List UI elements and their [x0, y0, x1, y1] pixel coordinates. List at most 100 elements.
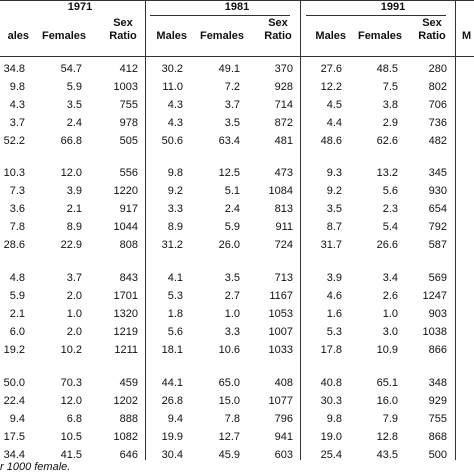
table-cell: 3.5: [66, 99, 82, 111]
table-cell: 459: [119, 377, 138, 389]
table-cell: 941: [274, 431, 293, 443]
table-cell: 1320: [113, 308, 138, 320]
table-cell: 1007: [268, 326, 293, 338]
table-cell: 3.7: [224, 99, 240, 111]
table-cell: 2.4: [66, 117, 82, 129]
table-cell: 917: [119, 203, 138, 215]
table-cell: 3.5: [224, 272, 240, 284]
table-cell: 755: [119, 99, 138, 111]
table-cell: 48.6: [320, 135, 342, 147]
table-cell: 4.6: [326, 290, 342, 302]
table-cell: 713: [274, 272, 293, 284]
table-cell: 843: [119, 272, 138, 284]
table-cell: 10.5: [60, 431, 82, 443]
table-cell: 1220: [113, 185, 138, 197]
table-cell: 888: [119, 413, 138, 425]
table-cell: 813: [274, 203, 293, 215]
table-cell: 15.0: [218, 395, 240, 407]
table-cell: 17.8: [320, 344, 342, 356]
table-cell: 1.8: [167, 308, 183, 320]
column-divider: [300, 0, 301, 460]
table-cell: 3.5: [224, 117, 240, 129]
table-cell: 12.8: [376, 431, 398, 443]
table-cell: 3.6: [9, 203, 25, 215]
table-cell: 6.8: [66, 413, 82, 425]
column-header: Females: [41, 30, 86, 42]
table-cell: 481: [274, 135, 293, 147]
table-cell: 1077: [268, 395, 293, 407]
table-cell: 13.2: [376, 167, 398, 179]
table-cell: 48.5: [376, 63, 398, 75]
table-cell: 44.1: [161, 377, 183, 389]
table-cell: 505: [119, 135, 138, 147]
table-cell: 482: [428, 135, 447, 147]
table-cell: 1082: [113, 431, 138, 443]
table-cell: 12.0: [60, 167, 82, 179]
table-cell: 1044: [113, 221, 138, 233]
table-cell: 5.9: [224, 221, 240, 233]
table-cell: 872: [274, 117, 293, 129]
table-cell: 19.2: [3, 344, 25, 356]
table-cell: 808: [119, 239, 138, 251]
table-cell: 9.8: [9, 81, 25, 93]
table-cell: 714: [274, 99, 293, 111]
table-cell: 1.6: [326, 308, 342, 320]
table-cell: 16.0: [376, 395, 398, 407]
table-cell: 796: [274, 413, 293, 425]
column-header: ales: [7, 30, 29, 42]
table-cell: 3.8: [382, 99, 398, 111]
table-cell: 654: [428, 203, 447, 215]
table-cell: 62.6: [376, 135, 398, 147]
table-cell: 2.0: [66, 290, 82, 302]
table-cell: 2.0: [66, 326, 82, 338]
table-cell: 1084: [268, 185, 293, 197]
table-cell: 2.9: [382, 117, 398, 129]
table-cell: 1.0: [224, 308, 240, 320]
table-cell: 11.0: [162, 81, 183, 93]
table-cell: 25.4: [320, 449, 342, 461]
table-cell: 792: [428, 221, 447, 233]
table-cell: 10.6: [218, 344, 240, 356]
table-cell: 1701: [113, 290, 138, 302]
table-cell: 370: [274, 63, 293, 75]
table-cell: 1167: [269, 290, 293, 302]
table-cell: 587: [428, 239, 447, 251]
table-cell: 7.9: [382, 413, 398, 425]
table-cell: 7.2: [224, 81, 240, 93]
table-cell: 26.6: [376, 239, 398, 251]
table-cell: 929: [428, 395, 447, 407]
table-cell: 1.0: [382, 308, 398, 320]
table-cell: 18.1: [161, 344, 183, 356]
table-cell: 2.6: [382, 290, 398, 302]
column-header: Sex Ratio: [109, 17, 137, 42]
table-cell: 903: [428, 308, 447, 320]
table-cell: 65.1: [376, 377, 398, 389]
table-cell: 724: [274, 239, 293, 251]
table-cell: 10.9: [376, 344, 398, 356]
table-cell: 706: [428, 99, 447, 111]
year-header: 1991: [380, 1, 406, 13]
table-cell: 43.5: [376, 449, 398, 461]
rule: [150, 15, 290, 16]
table-cell: 866: [428, 344, 447, 356]
column-header: Females: [199, 30, 244, 42]
table-cell: 31.2: [161, 239, 183, 251]
table-cell: 4.3: [167, 117, 183, 129]
table-cell: 5.6: [382, 185, 398, 197]
rule: [306, 15, 446, 16]
table-cell: 603: [274, 449, 293, 461]
table-cell: 646: [119, 449, 138, 461]
table-cell: 1.0: [66, 308, 82, 320]
table-cell: 911: [275, 221, 293, 233]
table-cell: 4.1: [167, 272, 183, 284]
table-cell: 4.3: [9, 99, 25, 111]
table-cell: 66.8: [60, 135, 82, 147]
table-cell: 2.7: [224, 290, 240, 302]
table-cell: 8.9: [167, 221, 183, 233]
table-cell: 9.2: [167, 185, 183, 197]
table-cell: 1202: [113, 395, 138, 407]
column-header: Males: [315, 30, 346, 42]
table-cell: 17.5: [3, 431, 25, 443]
table-cell: 3.4: [382, 272, 398, 284]
table-cell: 280: [428, 63, 447, 75]
